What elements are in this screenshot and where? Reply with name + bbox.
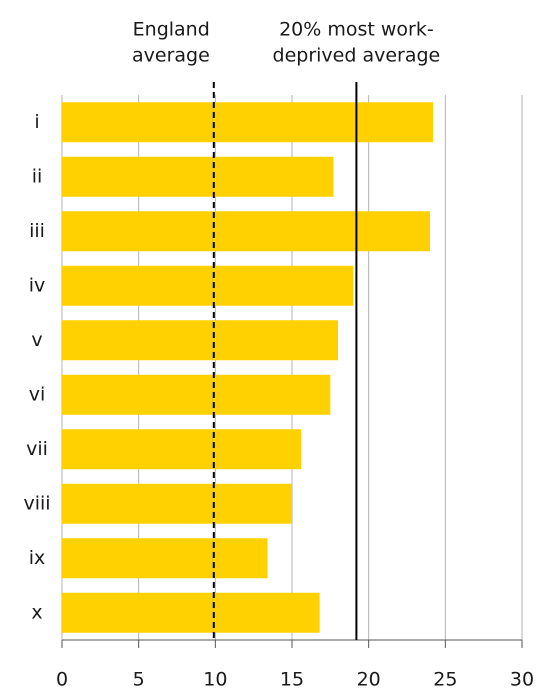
y-tick-label: ix — [29, 547, 46, 569]
y-tick-label: vi — [29, 383, 46, 405]
bar — [62, 538, 268, 579]
x-tick-label: 5 — [133, 669, 145, 691]
bar — [62, 592, 320, 633]
x-tick-label: 30 — [510, 669, 534, 691]
bar — [62, 102, 434, 143]
bar — [62, 429, 302, 470]
y-tick-label: iv — [29, 274, 46, 296]
x-tick-label: 15 — [280, 669, 304, 691]
y-tick-label: vii — [26, 438, 48, 460]
bar — [62, 483, 292, 524]
y-tick-label: v — [31, 329, 42, 351]
y-tick-label: ii — [32, 165, 43, 187]
x-tick-label: 0 — [56, 669, 68, 691]
x-tick-label: 10 — [203, 669, 227, 691]
bar — [62, 320, 338, 361]
y-tick-label: x — [31, 601, 42, 623]
reference-label: 20% most work- — [279, 19, 434, 41]
reference-label: England — [133, 19, 210, 41]
bar — [62, 156, 334, 197]
y-tick-label: i — [34, 111, 39, 133]
x-tick-label: 25 — [433, 669, 457, 691]
y-tick-label: viii — [23, 492, 50, 514]
y-tick-label: iii — [29, 220, 45, 242]
x-tick-label: 20 — [357, 669, 381, 691]
bar — [62, 265, 354, 306]
bar — [62, 374, 331, 415]
reference-label: average — [132, 45, 210, 67]
bar — [62, 211, 430, 252]
reference-label: deprived average — [273, 45, 441, 67]
